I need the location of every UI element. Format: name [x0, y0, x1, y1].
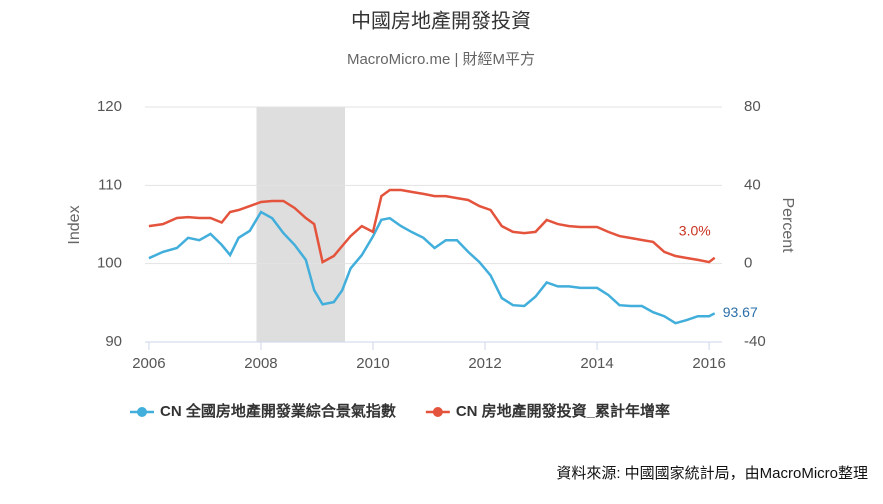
y-tick-label: 110	[98, 176, 122, 193]
series-line	[148, 210, 716, 325]
legend-label: CN 房地產開發投資_累計年增率	[456, 402, 670, 420]
y2-tick-label: -40	[744, 333, 766, 350]
legend-marker	[137, 407, 147, 417]
y-tick-label: 90	[105, 333, 122, 350]
legend-label: CN 全國房地產開發業綜合景氣指數	[160, 402, 396, 420]
data-label: 93.67	[723, 304, 758, 320]
x-tick-label: 2014	[580, 355, 613, 372]
x-tick-label: 2006	[132, 355, 165, 372]
y-tick-label: 120	[97, 98, 122, 115]
y2-tick-label: 80	[744, 98, 761, 115]
shaded-range	[256, 107, 345, 342]
x-tick-label: 2010	[356, 355, 389, 372]
x-tick-label: 2008	[244, 355, 277, 372]
legend-marker	[432, 407, 443, 417]
y2-tick-label: 0	[744, 255, 752, 272]
chart-subtitle: MacroMicro.me | 財經M平方	[347, 51, 535, 68]
y2-axis-label: Percent	[779, 197, 796, 253]
x-tick-label: 2016	[692, 355, 725, 372]
source-note: 資料來源: 中國國家統計局，由MacroMicro整理	[556, 465, 868, 482]
chart-title: 中國房地產開發投資	[351, 9, 531, 32]
y-axis-label: Index	[66, 205, 83, 244]
y-tick-label: 100	[97, 255, 122, 272]
series-line	[148, 188, 716, 264]
y2-tick-label: 40	[744, 176, 761, 193]
data-label: 3.0%	[679, 222, 711, 238]
x-tick-label: 2012	[468, 355, 501, 372]
